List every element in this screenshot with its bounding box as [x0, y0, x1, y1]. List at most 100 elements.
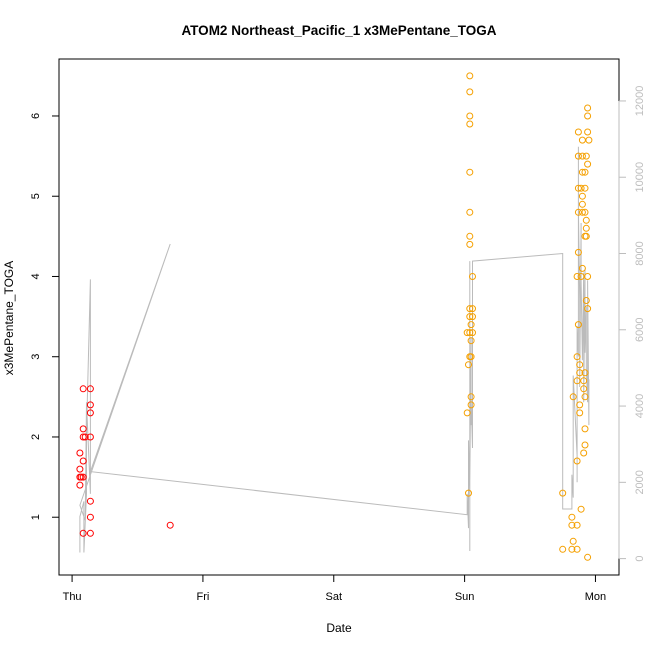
y2-tick-label: 4000 — [634, 394, 646, 418]
y-tick-label: 6 — [30, 113, 42, 119]
data-point — [584, 273, 592, 280]
data-point — [469, 273, 476, 280]
data-point — [76, 481, 84, 489]
x-tick-label: Sun — [455, 591, 475, 603]
data-point — [576, 401, 584, 409]
x-tick-label: Thu — [63, 591, 82, 603]
y2-axis: 0 2000 4000 6000 8000 10000 12000 — [618, 86, 646, 562]
y2-tick-label: 0 — [634, 556, 646, 562]
data-point — [582, 297, 590, 304]
data-point — [469, 305, 476, 313]
data-points — [76, 72, 593, 561]
data-point — [577, 505, 585, 513]
data-point — [466, 112, 474, 120]
data-point — [569, 537, 577, 545]
data-point — [573, 273, 581, 280]
data-point — [581, 441, 589, 449]
data-point — [86, 529, 94, 537]
data-point — [581, 168, 589, 176]
data-point — [580, 377, 588, 385]
data-point — [466, 72, 474, 80]
data-point — [581, 393, 589, 401]
y-tick-label: 2 — [30, 434, 42, 440]
y2-tick-label: 12000 — [634, 86, 646, 117]
x-axis-label: Date — [326, 621, 352, 635]
data-point — [582, 216, 590, 224]
data-point — [86, 401, 94, 409]
data-point — [581, 369, 589, 377]
data-point — [574, 248, 582, 256]
data-point — [466, 120, 474, 128]
data-point — [573, 377, 581, 385]
data-point — [76, 465, 84, 473]
data-point — [76, 449, 84, 457]
data-point — [574, 208, 582, 216]
data-point — [466, 168, 474, 176]
data-point — [467, 321, 475, 329]
data-point — [81, 433, 89, 441]
data-point — [581, 425, 589, 433]
data-point — [466, 240, 474, 248]
data-point — [466, 329, 474, 337]
data-point — [576, 409, 584, 417]
data-point — [585, 136, 593, 144]
data-point — [584, 104, 592, 112]
x-tick-label: Sat — [326, 591, 343, 603]
data-point — [79, 425, 87, 433]
data-point — [77, 473, 85, 481]
data-point — [559, 545, 567, 553]
data-point — [86, 433, 94, 441]
data-point — [584, 553, 592, 561]
data-point — [574, 184, 582, 192]
data-point — [578, 152, 586, 160]
data-point — [573, 545, 581, 553]
data-point — [574, 152, 582, 160]
data-point — [578, 192, 586, 200]
data-point — [467, 393, 475, 401]
data-point — [86, 497, 94, 505]
data-point — [568, 521, 576, 529]
data-point — [466, 305, 474, 313]
data-point — [79, 433, 87, 441]
y-axis: 1 2 3 4 5 6 — [30, 113, 60, 520]
data-point — [466, 232, 474, 240]
y-axis-label: x3MePentane_TOGA — [2, 261, 16, 376]
data-point — [466, 88, 474, 96]
data-point — [578, 200, 586, 208]
y-tick-label: 5 — [30, 193, 42, 199]
secondary-line-path — [79, 146, 590, 553]
data-point — [576, 369, 584, 377]
data-point — [584, 160, 592, 168]
data-point — [584, 112, 592, 120]
data-point — [467, 353, 475, 361]
data-point — [568, 545, 576, 553]
data-point — [469, 313, 476, 321]
data-point — [581, 208, 589, 216]
data-point — [79, 473, 87, 481]
data-point — [584, 305, 592, 313]
data-point — [573, 457, 581, 465]
data-point — [580, 385, 588, 393]
data-point — [463, 329, 471, 337]
data-point — [467, 401, 475, 409]
data-point — [86, 409, 94, 417]
data-point — [79, 457, 87, 465]
y2-tick-label: 6000 — [634, 318, 646, 342]
data-point — [466, 313, 474, 321]
data-point — [465, 489, 472, 497]
data-point — [582, 224, 590, 232]
data-point — [463, 409, 471, 417]
data-point — [467, 337, 475, 345]
data-point — [79, 529, 87, 537]
data-point — [166, 521, 174, 529]
data-point — [578, 208, 586, 216]
y-tick-label: 4 — [30, 273, 42, 279]
chart-title: ATOM2 Northeast_Pacific_1 x3MePentane_TO… — [181, 23, 496, 38]
data-point — [469, 329, 476, 337]
data-point — [582, 152, 590, 160]
x-tick-label: Fri — [197, 591, 210, 603]
data-point — [466, 208, 474, 216]
data-point — [578, 264, 586, 272]
secondary-line — [79, 146, 590, 553]
